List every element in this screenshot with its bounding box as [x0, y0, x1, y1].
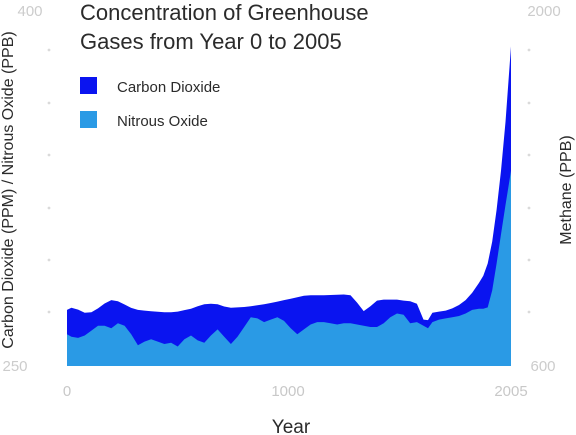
grid-dot-right-5 — [527, 310, 531, 314]
y-right-tick-top: 2000 — [527, 3, 560, 20]
grid-dot-right-2 — [527, 153, 531, 157]
grid-dot-left-4 — [47, 258, 51, 262]
grid-dot-left-2 — [47, 153, 51, 157]
grid-dot-left-5 — [47, 310, 51, 314]
legend-label-carbon-dioxide: Carbon Dioxide — [117, 79, 220, 96]
y-left-tick-top: 400 — [17, 3, 42, 20]
chart-title-line-1: Concentration of Greenhouse — [80, 0, 369, 25]
y-right-axis-label: Methane (PPB) — [558, 135, 575, 244]
series-layer — [67, 46, 511, 367]
x-tick-2005: 2005 — [494, 383, 527, 400]
grid-dot-right-1 — [527, 101, 531, 105]
y-left-axis-label: Carbon Dioxide (PPM) / Nitrous Oxide (PP… — [0, 31, 17, 348]
y-right-tick-bottom: 600 — [530, 358, 555, 375]
grid-dots — [47, 48, 531, 314]
chart-title-line-2: Gases from Year 0 to 2005 — [80, 29, 342, 54]
y-left-tick-bottom: 250 — [2, 358, 27, 375]
grid-dot-right-3 — [527, 206, 531, 210]
grid-dot-left-0 — [47, 48, 51, 52]
grid-dot-left-1 — [47, 101, 51, 105]
x-tick-1000: 1000 — [271, 383, 304, 400]
area-nitrous-oxide — [67, 170, 511, 366]
grid-dot-right-0 — [527, 48, 531, 52]
grid-dot-right-4 — [527, 258, 531, 262]
x-axis-label: Year — [272, 417, 311, 435]
x-tick-0: 0 — [63, 383, 71, 400]
legend-label-nitrous-oxide: Nitrous Oxide — [117, 113, 208, 130]
legend-swatch-nitrous-oxide — [80, 111, 97, 128]
legend-swatch-carbon-dioxide — [80, 77, 97, 94]
grid-dot-left-3 — [47, 206, 51, 210]
